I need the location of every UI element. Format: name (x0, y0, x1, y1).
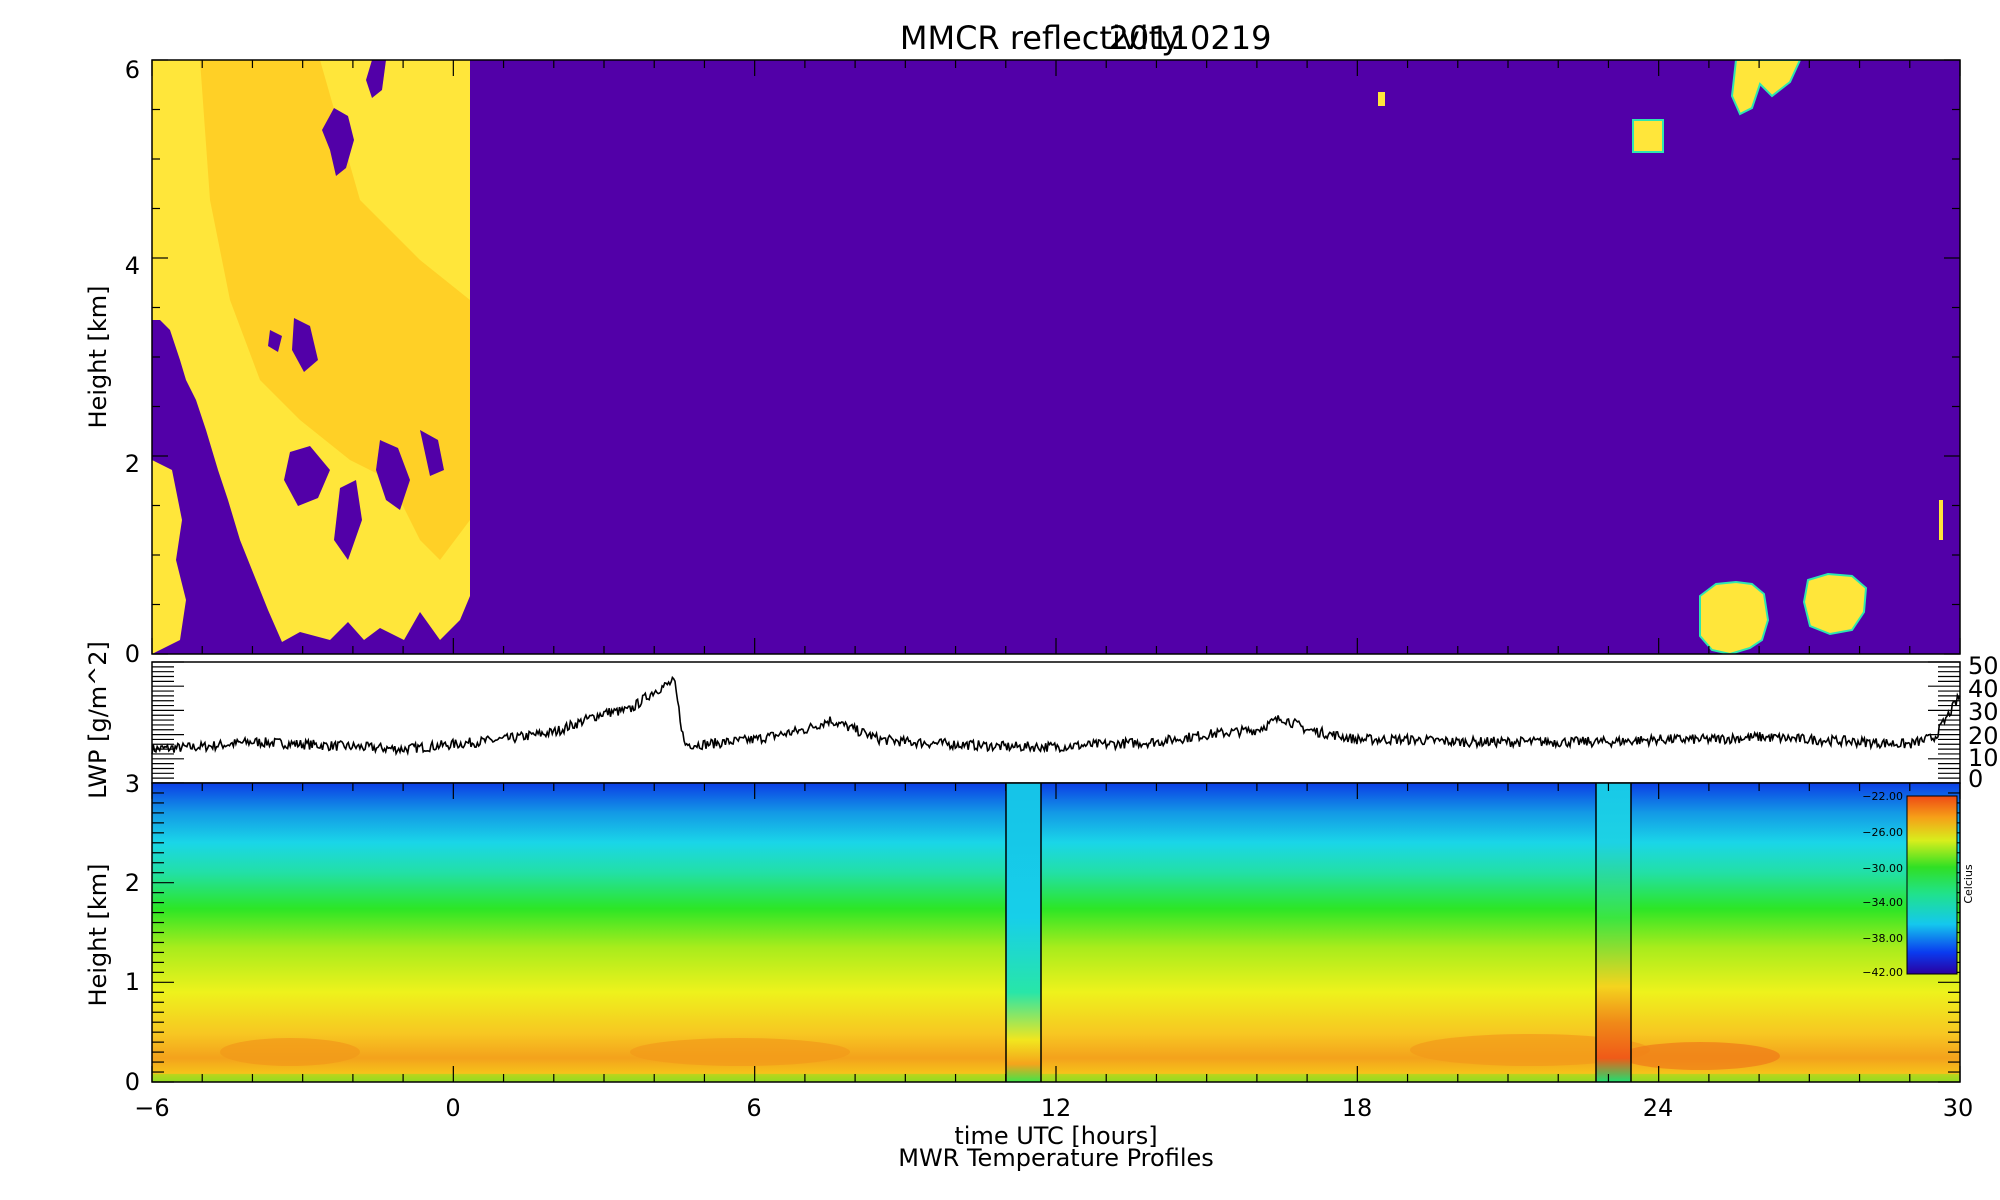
x-tick-label: 18 (1342, 1094, 1373, 1122)
lwp-panel: 0 10 20 30 40 50 LWP [g/m^2] (84, 641, 1999, 799)
echo-gap (366, 60, 386, 98)
lwp-y-tick-label: 0 (1968, 765, 1983, 793)
cloud-echo-upper-right (1730, 60, 1802, 116)
x-axis-label: time UTC [hours] (954, 1122, 1157, 1150)
y-axis-label: Height [km] (84, 864, 112, 1007)
cloud-echo-core (200, 60, 470, 560)
warm-patch (1620, 1042, 1780, 1070)
chart-title: MMCR reflectivity (900, 19, 1180, 57)
cloud-echo-low-left (152, 460, 186, 654)
warm-patch (220, 1038, 360, 1066)
cloud-echo-small (1632, 119, 1664, 153)
y-tick-label: 0 (125, 640, 140, 668)
temperature-panel: −22.00 −26.00 −30.00 −34.00 −38.00 −42.0… (84, 770, 1975, 1172)
echo-gap (420, 430, 444, 476)
y-tick-label: 4 (125, 252, 140, 280)
lwp-y-axis-label: LWP [g/m^2] (84, 641, 112, 799)
lwp-y-tick-label: 50 (1968, 652, 1999, 680)
chart-date: 20110219 (1109, 19, 1272, 57)
x-tick-label: 12 (1041, 1094, 1072, 1122)
gap-column (1596, 783, 1631, 1082)
gap-column (1006, 783, 1041, 1082)
reflectivity-ticks (151, 59, 1961, 655)
lwp-y-tick-label: 30 (1968, 698, 1999, 726)
echo-gap (284, 446, 330, 506)
lwp-y-tick-label: 20 (1968, 722, 1999, 750)
y-tick-label: 6 (125, 56, 140, 84)
warm-patch (630, 1038, 850, 1066)
colorbar-gradient (1906, 795, 1958, 975)
cloud-echo-low-right (1802, 572, 1868, 636)
reflectivity-panel: MMCR reflectivity 20110219 (84, 19, 1961, 668)
echo-gap (376, 440, 410, 510)
colorbar: −22.00 −26.00 −30.00 −34.00 −38.00 −42.0… (1862, 790, 1975, 979)
colorbar-tick-label: −30.00 (1862, 862, 1903, 875)
temperature-field (152, 783, 1960, 1082)
cloud-echo-small (1939, 500, 1943, 540)
y-tick-label: 3 (125, 770, 140, 798)
x-tick-label: 24 (1643, 1094, 1674, 1122)
figure-subtitle: MWR Temperature Profiles (898, 1144, 1214, 1172)
x-tick-label: −6 (134, 1094, 169, 1122)
y-tick-label: 2 (125, 450, 140, 478)
echo-gap (220, 560, 238, 600)
colorbar-tick-label: −42.00 (1862, 966, 1903, 979)
echo-gap (292, 318, 318, 372)
x-tick-label: 0 (445, 1094, 460, 1122)
colorbar-tick-label: −34.00 (1862, 896, 1903, 909)
lwp-series-line (151, 675, 1961, 757)
echo-gap (322, 108, 354, 176)
y-tick-label: 1 (125, 968, 140, 996)
y-tick-label: 0 (125, 1068, 140, 1096)
y-axis-label: Height [km] (84, 286, 112, 429)
cloud-echo-low-right (1699, 580, 1770, 654)
y-tick-label: 2 (125, 869, 140, 897)
lwp-y-tick-label: 10 (1968, 744, 1999, 772)
warm-patch (1410, 1034, 1650, 1066)
cloud-echo-small (1378, 92, 1385, 106)
echo-gap (334, 480, 362, 560)
lwp-ticks (152, 661, 1960, 784)
colorbar-tick-label: −26.00 (1862, 826, 1903, 839)
echo-gap (268, 330, 282, 352)
colorbar-label: Celcius (1962, 864, 1975, 904)
x-tick-label: 6 (746, 1094, 761, 1122)
lwp-y-tick-label: 40 (1968, 675, 1999, 703)
colorbar-tick-label: −38.00 (1862, 932, 1903, 945)
colorbar-tick-label: −22.00 (1862, 790, 1903, 803)
lwp-background (152, 662, 1960, 783)
x-tick-label: 30 (1943, 1094, 1974, 1122)
